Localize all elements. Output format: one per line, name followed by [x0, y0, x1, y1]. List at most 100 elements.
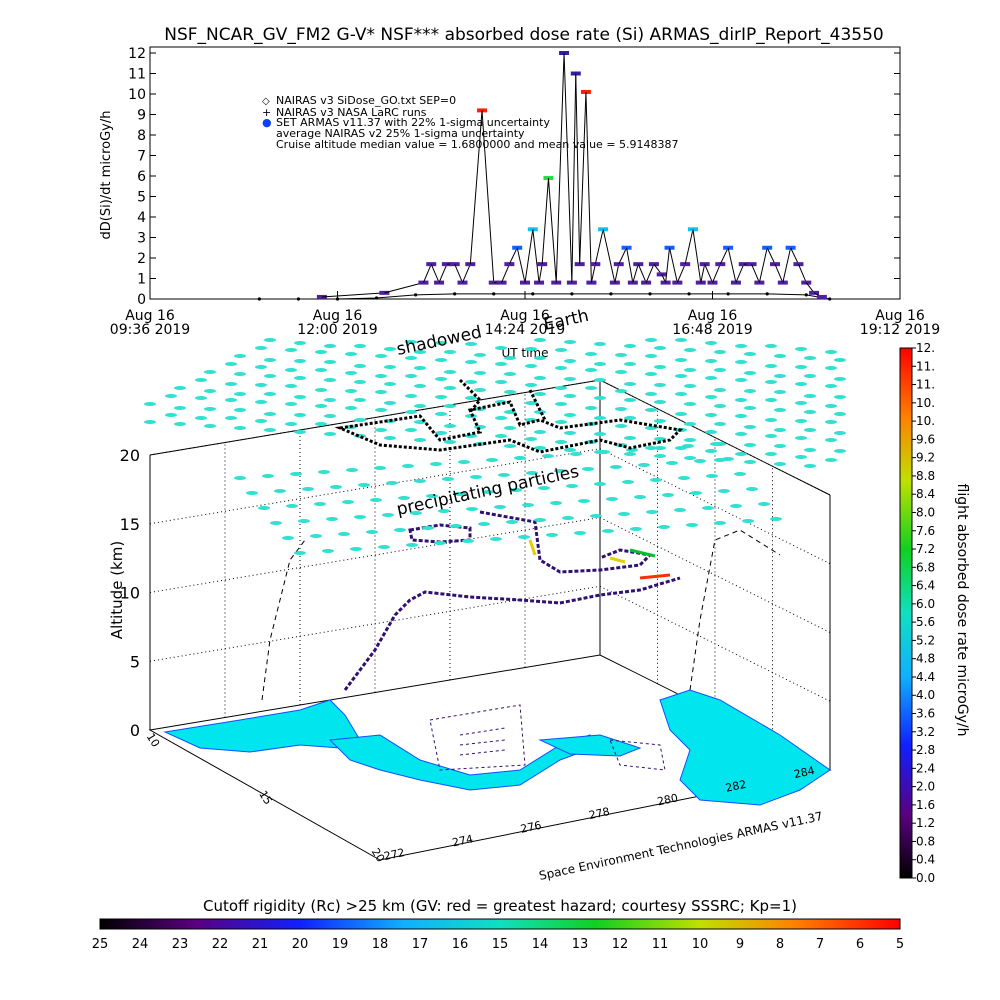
rigidity-marker — [366, 530, 378, 534]
rigidity-marker — [234, 392, 246, 396]
dose-colorbar-tick-label: 0.4 — [916, 853, 935, 867]
wall-grid-line — [149, 517, 601, 593]
rigidity-marker — [654, 454, 666, 458]
rigidity-marker — [384, 382, 396, 386]
rigidity-marker — [742, 519, 754, 523]
rigidity-colorbar-tick-label: 18 — [372, 937, 389, 952]
rigidity-marker — [638, 463, 650, 467]
armas-connector — [614, 264, 620, 283]
nairas-line — [259, 293, 830, 300]
rigidity-marker — [410, 511, 422, 515]
rigidity-marker — [495, 346, 507, 350]
rigidity-marker — [555, 420, 567, 424]
rigidity-marker — [705, 449, 717, 453]
rigidity-marker — [684, 456, 696, 460]
rigidity-marker — [735, 344, 747, 348]
rigidity-marker — [746, 487, 758, 491]
rigidity-marker — [144, 402, 156, 406]
armas-connector — [692, 229, 702, 283]
rigidity-marker — [825, 438, 837, 442]
rigidity-marker — [506, 520, 518, 524]
rigidity-marker — [765, 344, 777, 348]
rigidity-marker — [618, 512, 630, 516]
latitude-tick-label: 10 — [144, 731, 162, 750]
rigidity-colorbar-tick-label: 11 — [652, 937, 669, 952]
rigidity-marker — [174, 386, 186, 390]
rigidity-colorbar-tick-label: 20 — [292, 937, 309, 952]
rigidity-marker — [342, 500, 354, 504]
rigidity-marker — [414, 438, 426, 442]
rigidity-marker — [375, 354, 387, 358]
rigidity-marker — [234, 372, 246, 376]
dose-colorbar-tick-label: 12. — [916, 341, 935, 355]
rigidity-marker — [504, 356, 516, 360]
rigidity-marker — [555, 402, 567, 406]
rigidity-marker — [264, 338, 276, 342]
altitude-tick-label: 5 — [130, 652, 140, 671]
rigidity-marker — [564, 359, 576, 363]
armas-connector — [524, 229, 534, 283]
rigidity-marker — [795, 382, 807, 386]
rigidity-marker — [795, 347, 807, 351]
map-land-west — [163, 699, 361, 753]
rigidity-marker — [405, 410, 417, 414]
rigidity-marker — [402, 464, 414, 468]
rigidity-marker — [285, 384, 297, 388]
nairas-point — [609, 292, 613, 296]
rigidity-marker — [290, 472, 302, 476]
rigidity-marker — [774, 354, 786, 358]
rigidity-marker — [525, 401, 537, 405]
rigidity-marker — [444, 350, 456, 354]
rigidity-marker — [294, 413, 306, 417]
rigidity-marker — [326, 517, 338, 521]
rigidity-marker — [705, 430, 717, 434]
rigidity-marker — [315, 404, 327, 408]
rigidity-marker — [345, 389, 357, 393]
rigidity-marker — [430, 462, 442, 466]
dose-colorbar-tick-label: 6.4 — [916, 579, 935, 593]
dose-colorbar-tick-label: 8.4 — [916, 487, 935, 501]
rigidity-marker — [435, 341, 447, 345]
armas-connector — [422, 263, 432, 283]
armas-connector — [321, 292, 385, 298]
rigidity-marker — [610, 465, 622, 469]
armas-connector — [501, 263, 510, 283]
rigidity-marker — [422, 526, 434, 530]
rigidity-marker — [702, 506, 714, 510]
rigidity-colorbar-tick-label: 16 — [452, 937, 469, 952]
rigidity-marker — [735, 414, 747, 418]
rigidity-marker — [774, 462, 786, 466]
rigidity-colorbar-tick-label: 9 — [736, 937, 744, 952]
rigidity-marker — [825, 458, 837, 462]
wall-grid-line — [149, 448, 601, 525]
rigidity-marker — [606, 497, 618, 501]
rigidity-marker — [450, 524, 462, 528]
rigidity-marker — [590, 514, 602, 518]
rigidity-marker — [370, 498, 382, 502]
armas-connector — [735, 263, 745, 283]
armas-connector — [632, 264, 639, 283]
rigidity-marker — [555, 366, 567, 370]
rigidity-marker — [718, 489, 730, 493]
rigidity-marker — [690, 491, 702, 495]
x-tick-date: Aug 16 — [313, 308, 363, 324]
rigidity-marker — [684, 348, 696, 352]
nairas-point — [414, 293, 418, 297]
rigidity-marker — [585, 352, 597, 356]
rigidity-marker — [444, 424, 456, 428]
rigidity-marker — [514, 456, 526, 460]
armas-connector — [532, 229, 540, 283]
rigidity-marker — [435, 395, 447, 399]
rigidity-marker — [774, 408, 786, 412]
rigidity-marker — [435, 431, 447, 435]
rigidity-colorbar-tick-label: 19 — [332, 937, 349, 952]
rigidity-marker — [525, 418, 537, 422]
longitude-tick-label: 282 — [724, 778, 747, 795]
legend-entry-1-symbol: ◇ — [262, 96, 270, 107]
dose-colorbar-tick-label: 4.0 — [916, 688, 935, 702]
rigidity-marker — [298, 519, 310, 523]
rigidity-marker — [765, 364, 777, 368]
rigidity-marker — [658, 525, 670, 529]
rigidity-colorbar-bar — [99, 918, 901, 930]
rigidity-marker — [324, 378, 336, 382]
